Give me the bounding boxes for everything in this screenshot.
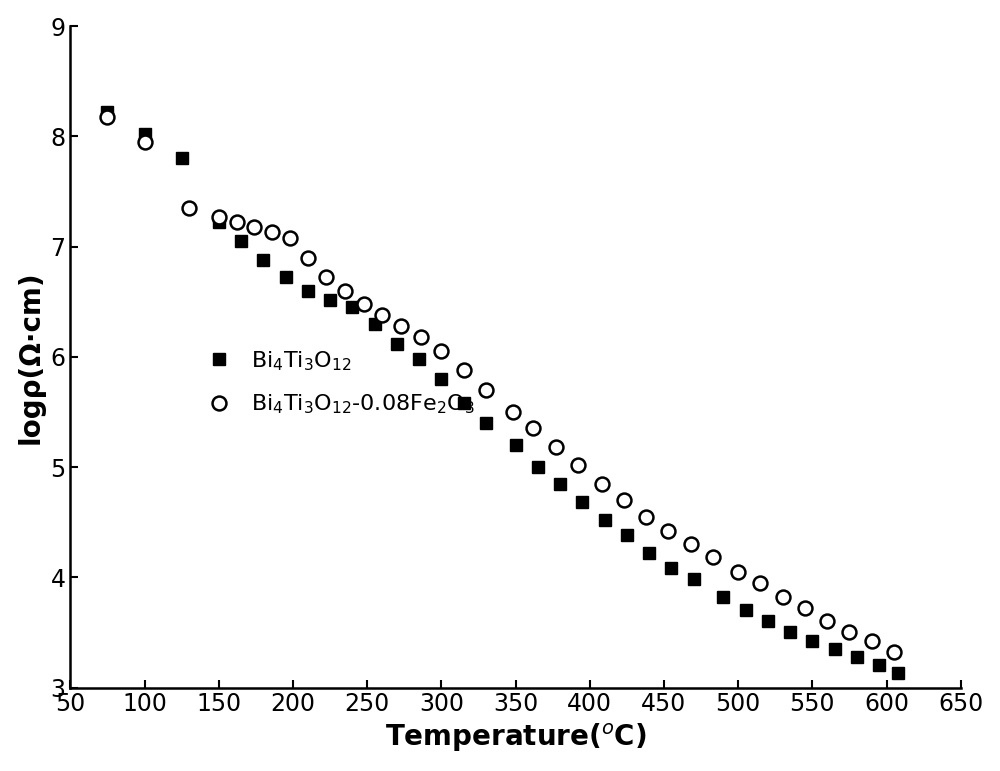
Bi$_4$Ti$_3$O$_{12}$-0.08Fe$_2$O$_3$: [662, 527, 674, 536]
Bi$_4$Ti$_3$O$_{12}$-0.08Fe$_2$O$_3$: [248, 222, 260, 231]
Bi$_4$Ti$_3$O$_{12}$: [101, 107, 113, 116]
Bi$_4$Ti$_3$O$_{12}$: [369, 319, 381, 328]
Bi$_4$Ti$_3$O$_{12}$: [139, 130, 151, 139]
Bi$_4$Ti$_3$O$_{12}$-0.08Fe$_2$O$_3$: [507, 407, 519, 416]
Bi$_4$Ti$_3$O$_{12}$-0.08Fe$_2$O$_3$: [339, 286, 351, 295]
Bi$_4$Ti$_3$O$_{12}$: [892, 668, 904, 678]
Bi$_4$Ti$_3$O$_{12}$-0.08Fe$_2$O$_3$: [231, 217, 243, 227]
Bi$_4$Ti$_3$O$_{12}$-0.08Fe$_2$O$_3$: [139, 137, 151, 146]
Bi$_4$Ti$_3$O$_{12}$: [717, 592, 729, 601]
Bi$_4$Ti$_3$O$_{12}$-0.08Fe$_2$O$_3$: [435, 347, 447, 356]
Line: Bi$_4$Ti$_3$O$_{12}$-0.08Fe$_2$O$_3$: Bi$_4$Ti$_3$O$_{12}$-0.08Fe$_2$O$_3$: [100, 109, 901, 659]
Bi$_4$Ti$_3$O$_{12}$-0.08Fe$_2$O$_3$: [866, 637, 878, 646]
Bi$_4$Ti$_3$O$_{12}$-0.08Fe$_2$O$_3$: [183, 204, 195, 213]
Line: Bi$_4$Ti$_3$O$_{12}$: Bi$_4$Ti$_3$O$_{12}$: [101, 106, 905, 679]
Bi$_4$Ti$_3$O$_{12}$: [176, 153, 188, 163]
X-axis label: Temperature($^o$C): Temperature($^o$C): [385, 722, 646, 754]
Bi$_4$Ti$_3$O$_{12}$: [873, 661, 885, 670]
Bi$_4$Ti$_3$O$_{12}$-0.08Fe$_2$O$_3$: [415, 332, 427, 342]
Bi$_4$Ti$_3$O$_{12}$-0.08Fe$_2$O$_3$: [640, 512, 652, 521]
Bi$_4$Ti$_3$O$_{12}$-0.08Fe$_2$O$_3$: [358, 299, 370, 308]
Bi$_4$Ti$_3$O$_{12}$-0.08Fe$_2$O$_3$: [732, 567, 744, 577]
Bi$_4$Ti$_3$O$_{12}$-0.08Fe$_2$O$_3$: [376, 311, 388, 320]
Y-axis label: logρ(Ω·cm): logρ(Ω·cm): [17, 270, 45, 443]
Bi$_4$Ti$_3$O$_{12}$: [829, 645, 841, 654]
Bi$_4$Ti$_3$O$_{12}$: [280, 273, 292, 282]
Bi$_4$Ti$_3$O$_{12}$-0.08Fe$_2$O$_3$: [618, 496, 630, 505]
Bi$_4$Ti$_3$O$_{12}$-0.08Fe$_2$O$_3$: [284, 233, 296, 242]
Legend: Bi$_4$Ti$_3$O$_{12}$, Bi$_4$Ti$_3$O$_{12}$-0.08Fe$_2$O$_3$: Bi$_4$Ti$_3$O$_{12}$, Bi$_4$Ti$_3$O$_{12…: [197, 340, 483, 425]
Bi$_4$Ti$_3$O$_{12}$-0.08Fe$_2$O$_3$: [821, 617, 833, 626]
Bi$_4$Ti$_3$O$_{12}$-0.08Fe$_2$O$_3$: [754, 578, 766, 588]
Bi$_4$Ti$_3$O$_{12}$-0.08Fe$_2$O$_3$: [799, 604, 811, 613]
Bi$_4$Ti$_3$O$_{12}$: [740, 606, 752, 615]
Bi$_4$Ti$_3$O$_{12}$: [458, 399, 470, 408]
Bi$_4$Ti$_3$O$_{12}$-0.08Fe$_2$O$_3$: [707, 553, 719, 562]
Bi$_4$Ti$_3$O$_{12}$: [257, 255, 269, 264]
Bi$_4$Ti$_3$O$_{12}$: [324, 295, 336, 304]
Bi$_4$Ti$_3$O$_{12}$: [621, 530, 633, 540]
Bi$_4$Ti$_3$O$_{12}$-0.08Fe$_2$O$_3$: [843, 628, 855, 637]
Bi$_4$Ti$_3$O$_{12}$: [762, 617, 774, 626]
Bi$_4$Ti$_3$O$_{12}$: [851, 652, 863, 662]
Bi$_4$Ti$_3$O$_{12}$-0.08Fe$_2$O$_3$: [266, 227, 278, 237]
Bi$_4$Ti$_3$O$_{12}$-0.08Fe$_2$O$_3$: [320, 273, 332, 282]
Bi$_4$Ti$_3$O$_{12}$-0.08Fe$_2$O$_3$: [572, 460, 584, 470]
Bi$_4$Ti$_3$O$_{12}$: [643, 548, 655, 557]
Bi$_4$Ti$_3$O$_{12}$-0.08Fe$_2$O$_3$: [480, 386, 492, 395]
Bi$_4$Ti$_3$O$_{12}$: [554, 479, 566, 488]
Bi$_4$Ti$_3$O$_{12}$: [413, 355, 425, 364]
Bi$_4$Ti$_3$O$_{12}$: [688, 575, 700, 584]
Bi$_4$Ti$_3$O$_{12}$: [346, 302, 358, 311]
Bi$_4$Ti$_3$O$_{12}$-0.08Fe$_2$O$_3$: [213, 212, 225, 221]
Bi$_4$Ti$_3$O$_{12}$-0.08Fe$_2$O$_3$: [888, 648, 900, 657]
Bi$_4$Ti$_3$O$_{12}$-0.08Fe$_2$O$_3$: [685, 540, 697, 549]
Bi$_4$Ti$_3$O$_{12}$: [480, 419, 492, 428]
Bi$_4$Ti$_3$O$_{12}$: [510, 440, 522, 449]
Bi$_4$Ti$_3$O$_{12}$: [576, 498, 588, 507]
Bi$_4$Ti$_3$O$_{12}$: [784, 628, 796, 637]
Bi$_4$Ti$_3$O$_{12}$-0.08Fe$_2$O$_3$: [458, 365, 470, 375]
Bi$_4$Ti$_3$O$_{12}$-0.08Fe$_2$O$_3$: [550, 443, 562, 452]
Bi$_4$Ti$_3$O$_{12}$: [391, 339, 403, 348]
Bi$_4$Ti$_3$O$_{12}$: [213, 217, 225, 227]
Bi$_4$Ti$_3$O$_{12}$-0.08Fe$_2$O$_3$: [527, 424, 539, 433]
Bi$_4$Ti$_3$O$_{12}$: [665, 564, 677, 573]
Bi$_4$Ti$_3$O$_{12}$: [435, 374, 447, 383]
Bi$_4$Ti$_3$O$_{12}$: [235, 237, 247, 246]
Bi$_4$Ti$_3$O$_{12}$: [806, 637, 818, 646]
Bi$_4$Ti$_3$O$_{12}$: [532, 463, 544, 472]
Bi$_4$Ti$_3$O$_{12}$-0.08Fe$_2$O$_3$: [302, 253, 314, 262]
Bi$_4$Ti$_3$O$_{12}$-0.08Fe$_2$O$_3$: [596, 479, 608, 488]
Bi$_4$Ti$_3$O$_{12}$-0.08Fe$_2$O$_3$: [101, 112, 113, 121]
Bi$_4$Ti$_3$O$_{12}$: [599, 515, 611, 524]
Bi$_4$Ti$_3$O$_{12}$-0.08Fe$_2$O$_3$: [395, 322, 407, 331]
Bi$_4$Ti$_3$O$_{12}$: [302, 286, 314, 295]
Bi$_4$Ti$_3$O$_{12}$-0.08Fe$_2$O$_3$: [777, 592, 789, 601]
